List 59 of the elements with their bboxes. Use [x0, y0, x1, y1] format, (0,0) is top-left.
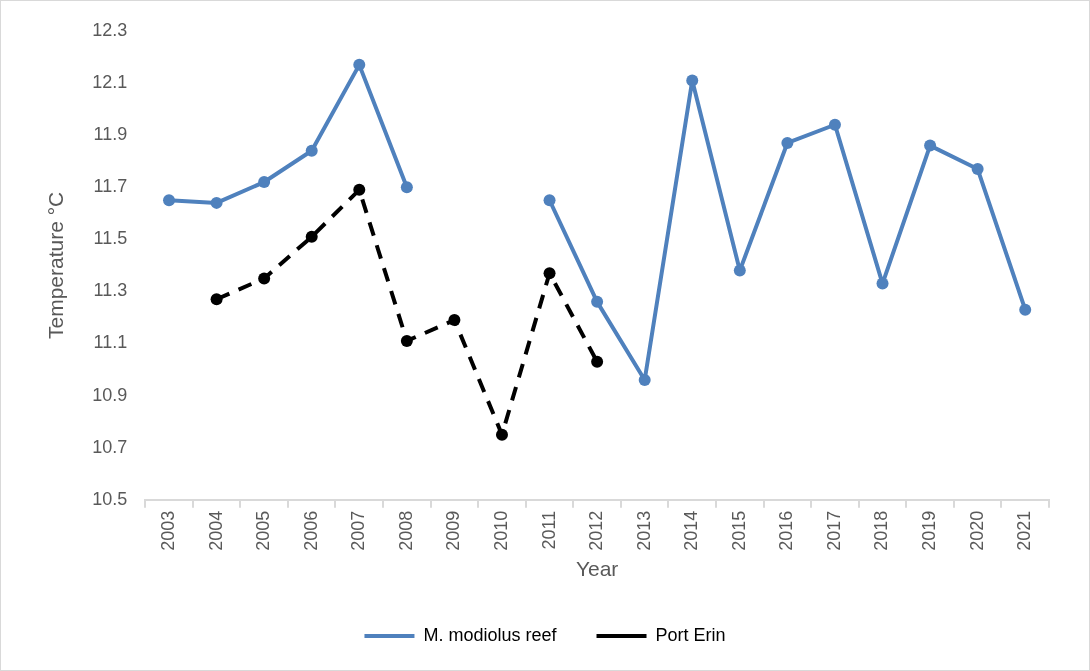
x-axis-title: Year: [575, 557, 619, 581]
y-tick-label: 10.7: [92, 436, 128, 457]
point: [828, 118, 841, 131]
point: [733, 264, 746, 277]
point: [353, 58, 366, 71]
point: [924, 139, 937, 152]
point: [258, 272, 271, 285]
y-tick-label: 11.1: [93, 332, 128, 353]
x-tick-label: 2014: [681, 510, 702, 551]
y-tick-label: 11.7: [93, 176, 128, 197]
point: [543, 267, 556, 280]
y-tick-label: 12.3: [92, 19, 128, 40]
x-tick-label: 2005: [253, 510, 274, 551]
point: [1019, 303, 1032, 316]
point: [495, 428, 508, 441]
x-tick-label: 2009: [443, 510, 464, 551]
y-tick-label: 12.1: [92, 72, 128, 93]
x-tick-label: 2006: [300, 510, 321, 551]
point: [210, 196, 223, 209]
legend-label: M. modiolus reef: [423, 624, 558, 645]
legend-label: Port Erin: [655, 624, 726, 645]
point: [876, 277, 889, 290]
point: [258, 176, 271, 189]
point: [400, 334, 413, 347]
point: [305, 230, 318, 243]
y-axis-title: Temperature °C: [44, 191, 68, 340]
x-tick-label: 2004: [205, 510, 226, 551]
point: [543, 194, 556, 207]
x-tick-label: 2019: [919, 510, 940, 551]
x-tick-label: 2013: [633, 510, 654, 551]
y-tick-label: 11.5: [93, 228, 128, 249]
x-tick-label: 2021: [1014, 510, 1035, 551]
y-tick-label: 10.9: [92, 384, 128, 405]
point: [686, 74, 699, 87]
point: [353, 183, 366, 196]
point: [781, 136, 794, 149]
point: [591, 355, 604, 368]
x-tick-label: 2012: [586, 510, 607, 551]
x-tick-label: 2007: [348, 510, 369, 551]
point: [971, 163, 984, 176]
point: [638, 373, 651, 386]
x-tick-label: 2003: [157, 510, 178, 551]
x-tick-label: 2008: [395, 510, 416, 551]
x-tick-label: 2016: [776, 510, 797, 551]
x-tick-label: 2010: [490, 510, 511, 551]
point: [163, 194, 176, 207]
point: [305, 144, 318, 157]
x-tick-label: 2018: [871, 510, 892, 551]
y-tick-label: 10.5: [92, 488, 128, 509]
x-tick-label: 2011: [538, 510, 559, 550]
y-tick-label: 11.9: [93, 124, 128, 145]
y-tick-label: 11.3: [93, 280, 128, 301]
x-tick-label: 2020: [966, 510, 987, 551]
point: [448, 314, 461, 327]
x-tick-label: 2017: [823, 510, 844, 551]
point: [210, 293, 223, 306]
point: [400, 181, 413, 194]
x-tick-label: 2015: [728, 510, 749, 551]
point: [591, 295, 604, 308]
